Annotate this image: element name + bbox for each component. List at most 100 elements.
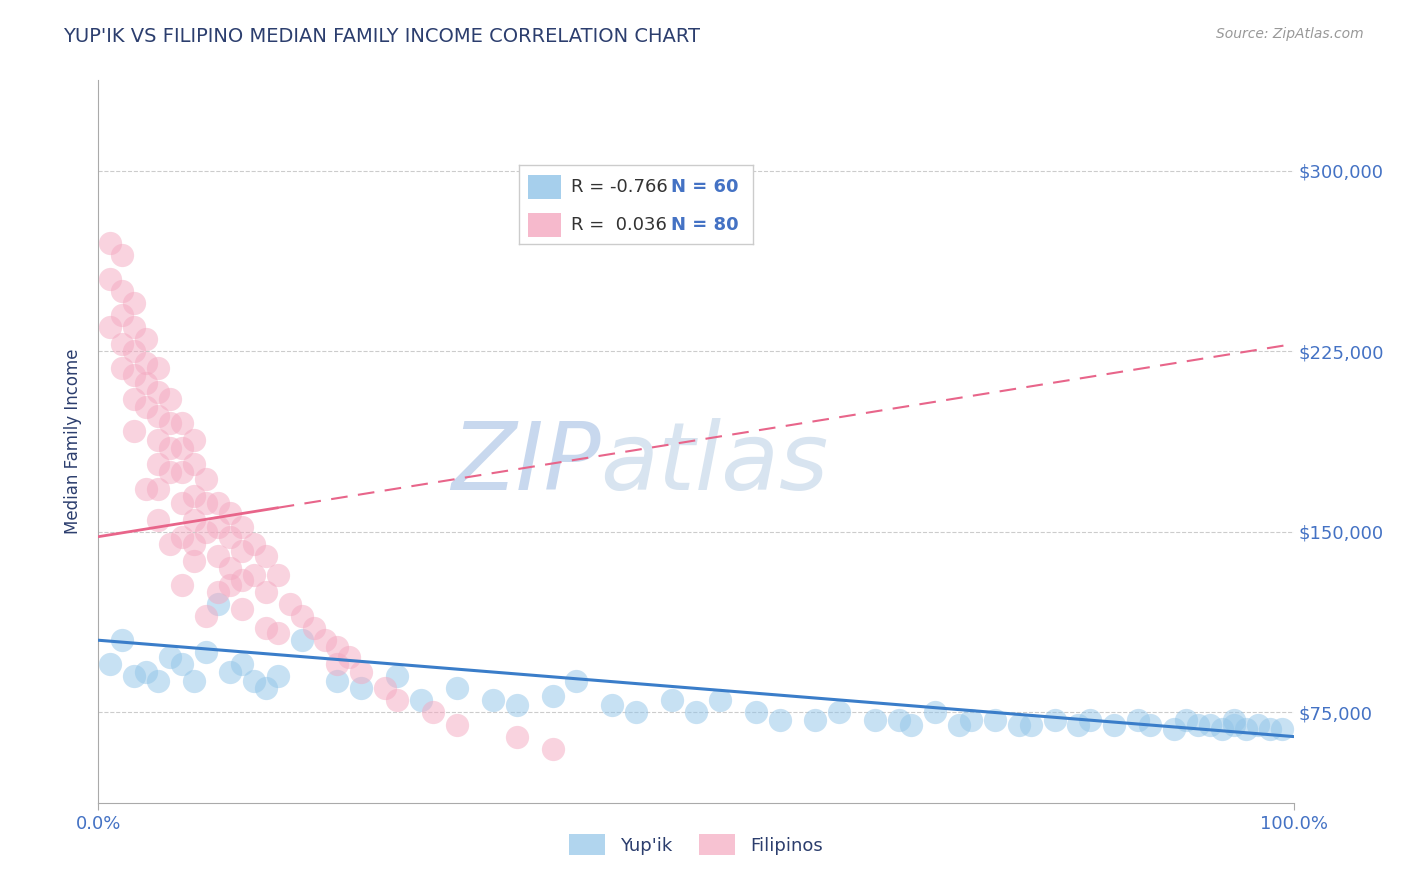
Point (124, 392, 146, 407)
Point (506, 698, 529, 713)
Point (207, 597, 229, 611)
Point (1258, 723, 1281, 737)
Text: R = -0.766: R = -0.766 (571, 178, 668, 195)
Point (195, 496, 218, 510)
Text: Source: ZipAtlas.com: Source: ZipAtlas.com (1216, 27, 1364, 41)
Point (422, 706, 444, 720)
Point (135, 376, 157, 390)
Point (183, 458, 205, 472)
Point (195, 645, 218, 659)
Point (315, 633, 337, 648)
Point (1271, 723, 1294, 737)
Point (195, 524, 218, 539)
Point (1128, 713, 1150, 727)
Point (626, 706, 648, 720)
Point (602, 698, 624, 713)
Point (148, 482, 170, 496)
Point (243, 568, 266, 582)
Point (148, 434, 170, 448)
Point (865, 713, 887, 727)
Point (172, 578, 194, 592)
Point (183, 554, 205, 568)
Point (326, 640, 349, 655)
Point (960, 713, 983, 727)
Point (195, 609, 218, 624)
Point (339, 650, 361, 665)
Point (135, 482, 157, 496)
Point (254, 621, 277, 635)
Point (506, 730, 529, 744)
Point (135, 332, 157, 346)
Point (326, 674, 349, 689)
Point (1139, 717, 1161, 731)
Point (207, 520, 229, 534)
Point (231, 520, 253, 534)
Point (481, 693, 505, 707)
Point (1104, 717, 1126, 731)
Point (828, 706, 851, 720)
Point (984, 713, 1007, 727)
Point (745, 706, 768, 720)
Point (124, 320, 146, 334)
Point (924, 706, 946, 720)
Text: N = 60: N = 60 (671, 178, 738, 195)
Point (219, 530, 242, 544)
Point (446, 717, 468, 731)
Point (183, 537, 205, 551)
Text: YUP'IK VS FILIPINO MEDIAN FAMILY INCOME CORRELATION CHART: YUP'IK VS FILIPINO MEDIAN FAMILY INCOME … (63, 27, 700, 45)
Point (446, 681, 468, 696)
Point (278, 597, 301, 611)
Point (291, 609, 314, 624)
Point (172, 441, 194, 455)
Point (219, 506, 242, 520)
Point (148, 458, 170, 472)
Point (135, 665, 157, 679)
Point (124, 368, 146, 383)
Point (1175, 713, 1198, 727)
Point (195, 472, 218, 486)
Point (111, 284, 134, 298)
Point (111, 248, 134, 262)
Point (159, 441, 181, 455)
Point (243, 537, 266, 551)
Point (243, 674, 266, 689)
Text: atlas: atlas (600, 417, 828, 508)
Point (254, 549, 277, 563)
Point (135, 400, 157, 414)
Point (350, 681, 373, 696)
Point (124, 296, 146, 310)
Point (231, 573, 253, 587)
Point (1234, 723, 1257, 737)
Point (172, 465, 194, 479)
Point (231, 602, 253, 616)
Point (159, 417, 181, 431)
Point (98, 235, 122, 250)
Point (111, 337, 134, 351)
Point (159, 465, 181, 479)
Point (172, 496, 194, 510)
Point (948, 717, 970, 731)
Point (111, 361, 134, 376)
Point (183, 434, 205, 448)
Point (1247, 717, 1270, 731)
Point (1019, 717, 1042, 731)
Point (98, 272, 122, 286)
Point (207, 585, 229, 599)
Point (219, 561, 242, 575)
Point (411, 693, 433, 707)
Point (900, 717, 922, 731)
Point (231, 657, 253, 672)
Point (565, 674, 588, 689)
Point (1008, 717, 1031, 731)
Point (183, 513, 205, 527)
Point (98, 320, 122, 334)
Point (111, 633, 134, 648)
Point (254, 681, 277, 696)
Bar (529, 175, 561, 199)
Point (219, 665, 242, 679)
Point (124, 669, 146, 683)
Point (254, 585, 277, 599)
Point (541, 741, 564, 756)
Point (1199, 717, 1222, 731)
Point (124, 424, 146, 438)
